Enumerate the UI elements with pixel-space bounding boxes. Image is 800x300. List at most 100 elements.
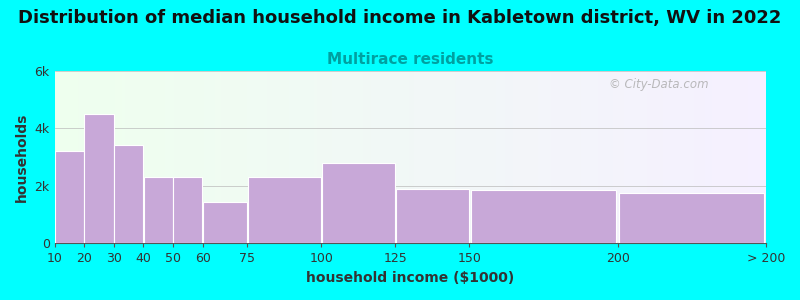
Bar — [203, 202, 246, 243]
Bar — [229, 70, 232, 243]
Bar — [85, 114, 114, 243]
Bar — [425, 70, 428, 243]
Bar — [591, 70, 595, 243]
Bar — [374, 70, 378, 243]
Bar — [118, 70, 122, 243]
Bar — [446, 70, 450, 243]
Bar — [168, 70, 172, 243]
Bar — [264, 70, 268, 243]
Bar — [76, 70, 79, 243]
Bar — [406, 70, 410, 243]
Bar — [524, 70, 527, 243]
Bar — [143, 70, 147, 243]
Bar — [86, 70, 90, 243]
Bar — [755, 70, 758, 243]
Bar — [66, 70, 69, 243]
Bar — [130, 70, 133, 243]
Bar — [58, 70, 62, 243]
Bar — [702, 70, 706, 243]
Bar — [521, 70, 524, 243]
Bar — [200, 70, 204, 243]
Bar — [174, 177, 202, 243]
Bar — [339, 70, 342, 243]
Bar — [706, 70, 709, 243]
Bar — [659, 70, 662, 243]
Bar — [716, 70, 719, 243]
Bar — [197, 70, 200, 243]
Bar — [314, 70, 318, 243]
Bar — [83, 70, 86, 243]
Bar — [310, 70, 314, 243]
Bar — [627, 70, 630, 243]
Bar — [357, 70, 360, 243]
Bar — [286, 70, 290, 243]
Bar — [435, 70, 438, 243]
Bar — [634, 70, 638, 243]
Bar — [563, 70, 566, 243]
Bar — [403, 70, 406, 243]
Bar — [342, 70, 346, 243]
Bar — [694, 70, 698, 243]
Bar — [69, 70, 72, 243]
Bar — [681, 70, 684, 243]
Bar — [478, 70, 482, 243]
Bar — [588, 70, 591, 243]
Bar — [122, 70, 126, 243]
Bar — [613, 70, 617, 243]
Bar — [645, 70, 649, 243]
Bar — [457, 70, 460, 243]
Bar — [485, 70, 489, 243]
Bar — [606, 70, 610, 243]
Bar — [489, 70, 492, 243]
Bar — [207, 70, 211, 243]
Bar — [190, 70, 194, 243]
Bar — [158, 70, 162, 243]
Bar — [111, 70, 115, 243]
Bar — [399, 70, 403, 243]
Bar — [556, 70, 559, 243]
Bar — [322, 70, 325, 243]
Bar — [502, 70, 506, 243]
Bar — [239, 70, 243, 243]
Bar — [617, 70, 620, 243]
Bar — [463, 70, 467, 243]
Bar — [94, 70, 98, 243]
Bar — [175, 70, 179, 243]
Bar — [738, 70, 741, 243]
Bar — [410, 70, 414, 243]
Bar — [453, 70, 457, 243]
Bar — [133, 70, 136, 243]
Bar — [154, 70, 158, 243]
Bar — [546, 70, 549, 243]
Bar — [101, 70, 104, 243]
Bar — [367, 70, 371, 243]
Bar — [492, 70, 495, 243]
Bar — [442, 70, 446, 243]
Bar — [438, 70, 442, 243]
Bar — [54, 70, 58, 243]
Bar — [126, 70, 130, 243]
Bar — [495, 70, 499, 243]
Bar — [559, 70, 563, 243]
Bar — [232, 70, 236, 243]
Bar — [136, 70, 140, 243]
Bar — [531, 70, 534, 243]
Bar — [248, 177, 321, 243]
Bar — [514, 70, 517, 243]
Bar — [98, 70, 101, 243]
Bar — [414, 70, 418, 243]
Text: Multirace residents: Multirace residents — [327, 52, 494, 67]
Bar — [762, 70, 766, 243]
Bar — [332, 70, 335, 243]
Bar — [418, 70, 421, 243]
Bar — [758, 70, 762, 243]
Bar — [549, 70, 553, 243]
Bar — [307, 70, 310, 243]
Bar — [570, 70, 574, 243]
Bar — [460, 70, 463, 243]
Bar — [218, 70, 222, 243]
Bar — [296, 70, 300, 243]
Bar — [709, 70, 713, 243]
Bar — [431, 70, 435, 243]
Bar — [595, 70, 598, 243]
